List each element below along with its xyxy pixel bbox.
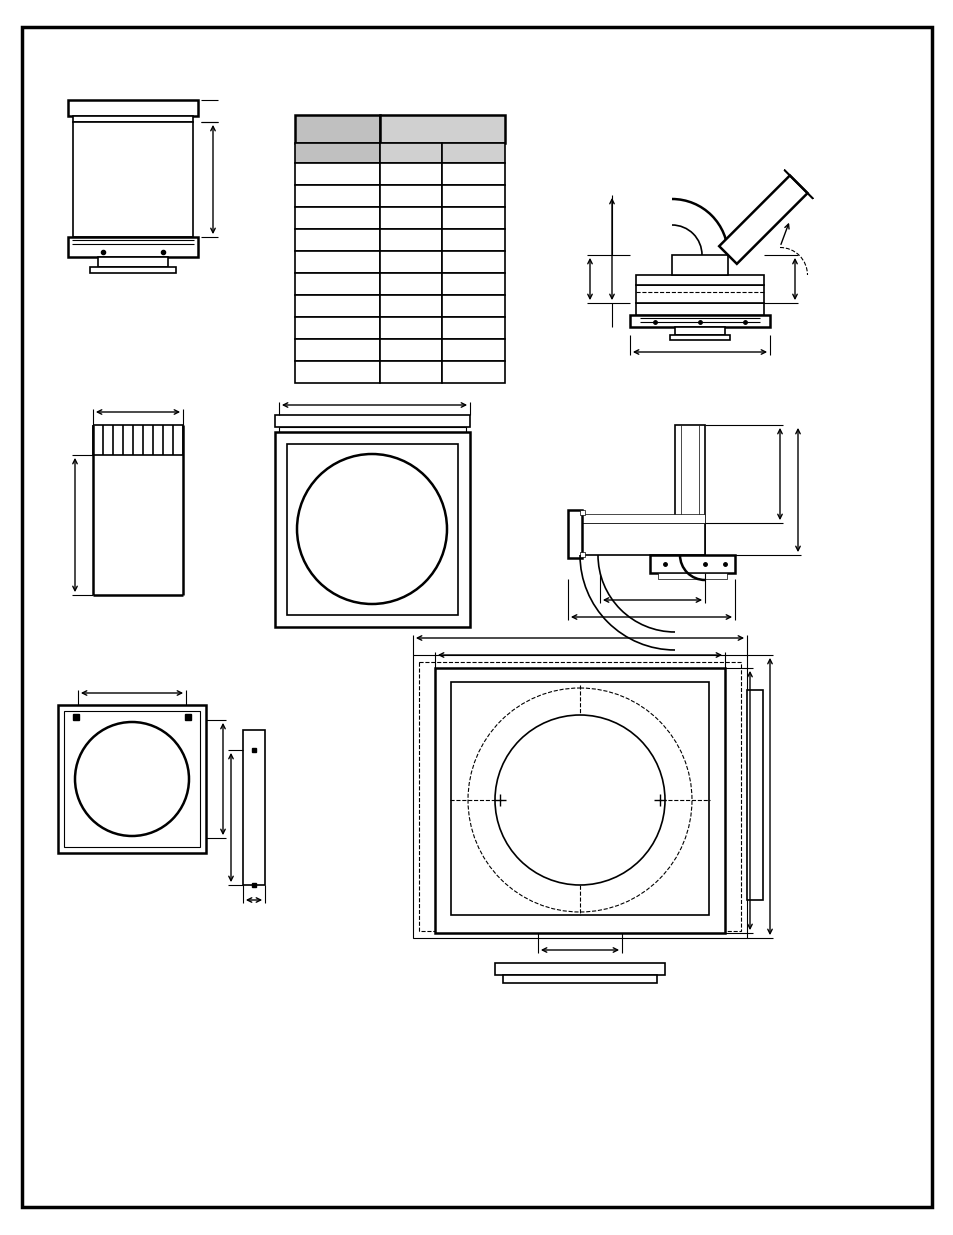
Circle shape xyxy=(75,722,189,836)
Bar xyxy=(441,251,504,273)
Bar xyxy=(451,682,708,915)
Bar xyxy=(73,122,193,237)
Bar xyxy=(294,361,379,383)
Polygon shape xyxy=(719,175,806,264)
Bar xyxy=(441,185,504,207)
Bar xyxy=(441,361,504,383)
Bar xyxy=(579,522,704,555)
Bar xyxy=(636,275,763,285)
Bar xyxy=(629,315,769,327)
Bar xyxy=(379,185,441,207)
Bar xyxy=(649,555,734,573)
Bar xyxy=(379,228,441,251)
Bar xyxy=(274,432,470,627)
Bar xyxy=(567,510,581,558)
Bar xyxy=(441,295,504,317)
Bar xyxy=(379,273,441,295)
Bar xyxy=(379,317,441,338)
Bar xyxy=(746,690,762,900)
Circle shape xyxy=(495,715,664,885)
Bar xyxy=(294,295,379,317)
Bar xyxy=(379,207,441,228)
Bar xyxy=(441,143,504,163)
Bar xyxy=(379,251,441,273)
Bar xyxy=(636,303,763,315)
Bar xyxy=(579,510,584,515)
Bar xyxy=(98,257,168,267)
Bar xyxy=(73,116,193,122)
Bar xyxy=(441,207,504,228)
Bar xyxy=(294,338,379,361)
Bar xyxy=(379,115,504,143)
Bar xyxy=(379,338,441,361)
Bar xyxy=(379,163,441,185)
Bar xyxy=(658,573,726,579)
Bar xyxy=(435,668,724,932)
Bar xyxy=(294,273,379,295)
Bar xyxy=(294,317,379,338)
Bar xyxy=(669,335,729,340)
Bar xyxy=(294,207,379,228)
Polygon shape xyxy=(671,254,727,275)
Bar xyxy=(58,705,206,853)
Bar xyxy=(274,415,470,427)
Bar xyxy=(294,115,379,143)
Bar xyxy=(294,251,379,273)
Bar xyxy=(495,963,664,974)
Bar xyxy=(379,295,441,317)
Bar xyxy=(636,285,763,303)
Bar xyxy=(243,730,265,885)
Bar xyxy=(675,327,724,335)
Bar xyxy=(294,185,379,207)
Bar xyxy=(441,163,504,185)
Bar xyxy=(294,143,379,163)
Bar xyxy=(68,100,198,116)
Bar xyxy=(413,655,746,939)
Bar xyxy=(278,427,465,432)
Bar xyxy=(418,662,740,931)
Bar xyxy=(287,445,457,615)
Bar xyxy=(441,228,504,251)
Bar xyxy=(64,711,200,847)
Bar xyxy=(441,273,504,295)
Bar xyxy=(90,267,175,273)
Bar xyxy=(579,552,584,557)
Circle shape xyxy=(296,454,447,604)
Bar xyxy=(675,425,704,555)
Bar xyxy=(294,228,379,251)
Bar xyxy=(294,163,379,185)
Bar xyxy=(68,237,198,257)
Bar xyxy=(502,974,657,983)
Bar xyxy=(579,514,704,522)
Bar xyxy=(441,338,504,361)
Bar xyxy=(441,317,504,338)
Bar xyxy=(680,425,699,555)
Polygon shape xyxy=(783,169,812,199)
Bar xyxy=(379,143,441,163)
Bar xyxy=(379,361,441,383)
